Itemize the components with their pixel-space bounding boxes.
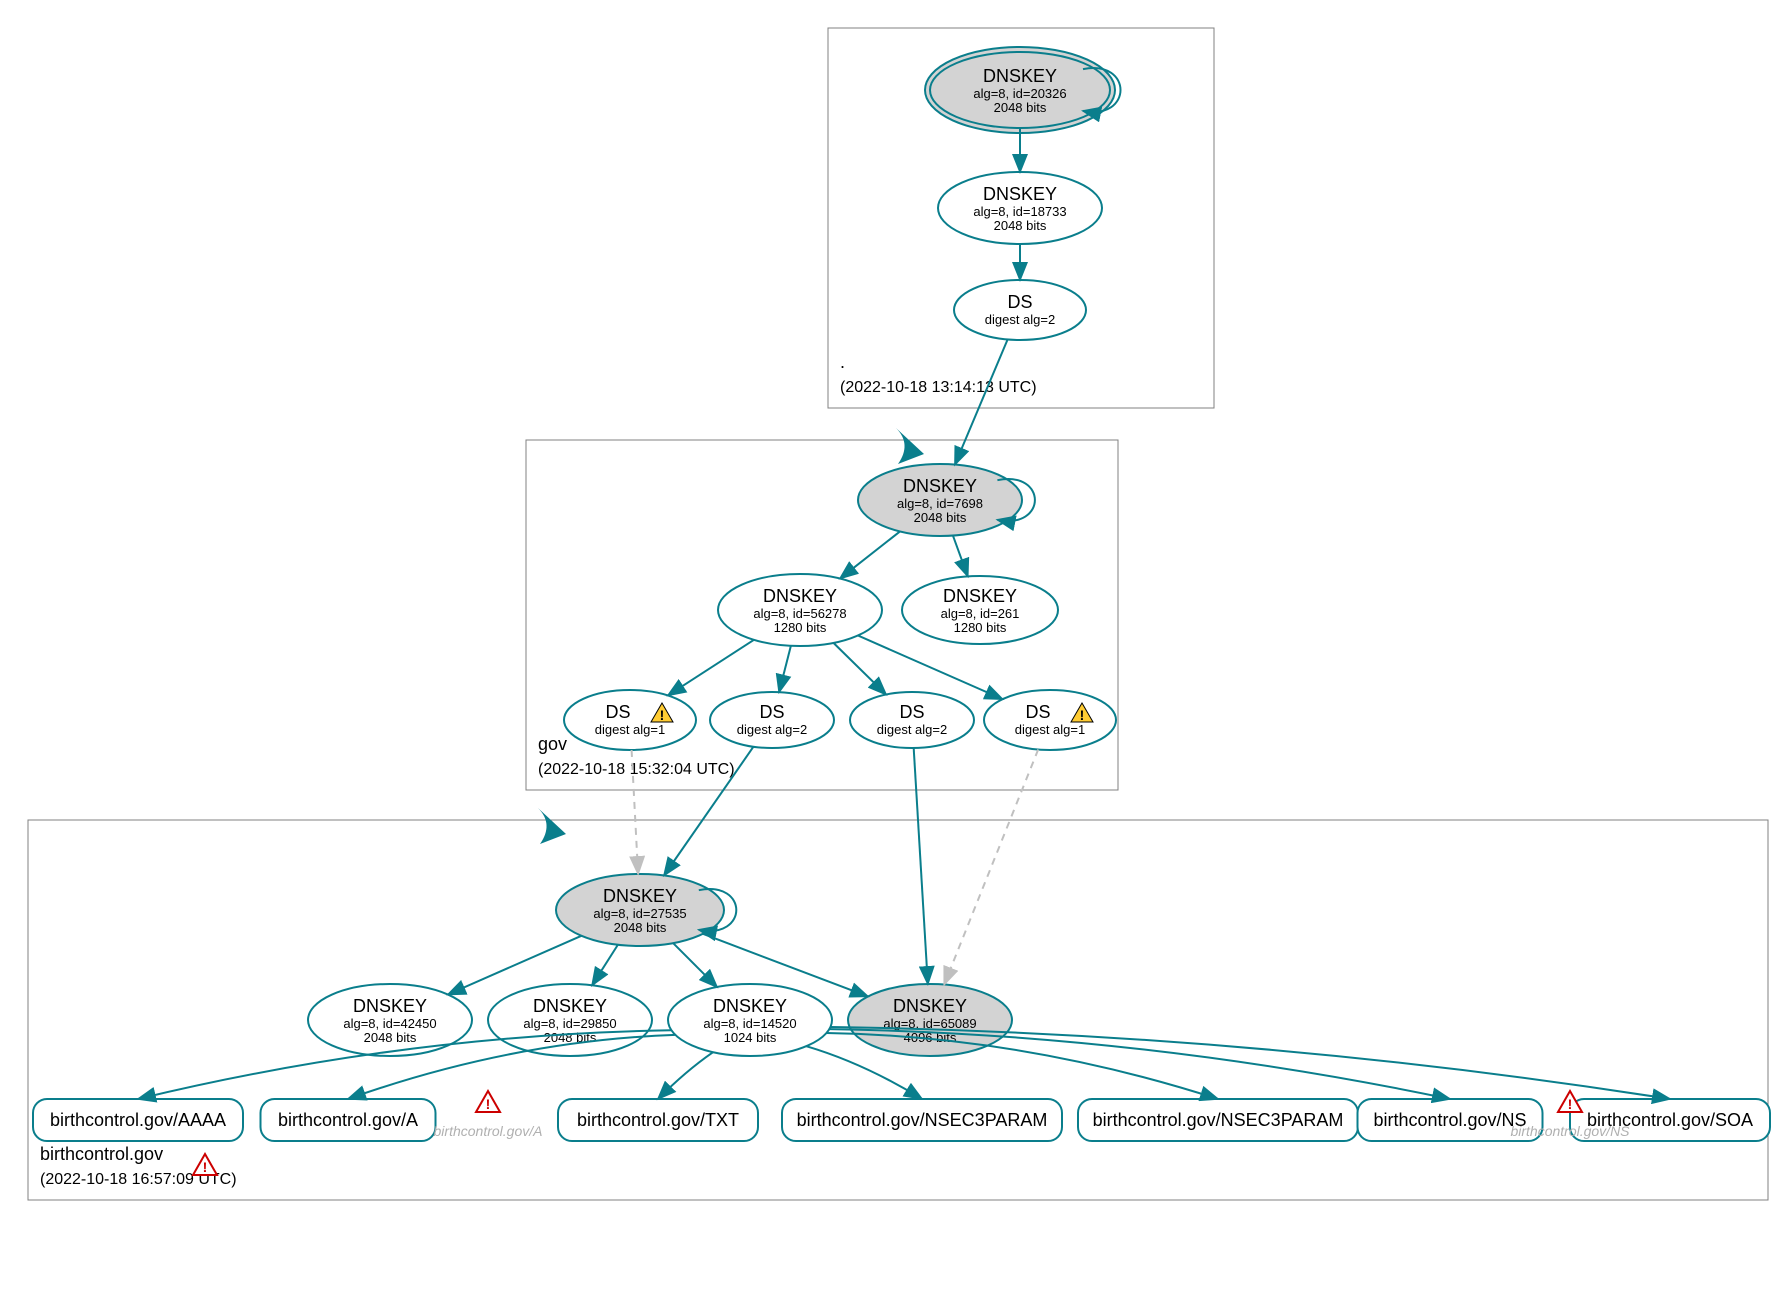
- svg-text:!: !: [1568, 1096, 1573, 1112]
- node-bc_k2: DNSKEYalg=8, id=298502048 bits: [488, 984, 652, 1056]
- node-gov_ds3: DSdigest alg=2: [850, 692, 974, 748]
- edge: [944, 750, 1038, 985]
- svg-text:alg=8, id=7698: alg=8, id=7698: [897, 496, 983, 511]
- svg-text:1280 bits: 1280 bits: [954, 620, 1007, 635]
- svg-text:digest alg=1: digest alg=1: [1015, 722, 1085, 737]
- node-gov_zsk2: DNSKEYalg=8, id=2611280 bits: [902, 576, 1058, 644]
- svg-text:2048 bits: 2048 bits: [364, 1030, 417, 1045]
- svg-text:birthcontrol.gov/NS: birthcontrol.gov/NS: [1510, 1123, 1630, 1139]
- svg-text:birthcontrol.gov/AAAA: birthcontrol.gov/AAAA: [50, 1110, 226, 1130]
- dnssec-graph: . (2022-10-18 13:14:13 UTC) gov (2022-10-18…: [10, 10, 1781, 1293]
- rrset-rr_txt: birthcontrol.gov/TXT: [558, 1099, 758, 1141]
- svg-text:birthcontrol.gov/NSEC3PARAM: birthcontrol.gov/NSEC3PARAM: [1093, 1110, 1344, 1130]
- svg-text:alg=8, id=27535: alg=8, id=27535: [593, 906, 686, 921]
- rrset-rr_a: birthcontrol.gov/A: [261, 1099, 436, 1141]
- edge: [833, 643, 886, 695]
- svg-text:alg=8, id=20326: alg=8, id=20326: [973, 86, 1066, 101]
- error-icon: !: [476, 1091, 500, 1112]
- rrset-rr_n3p1: birthcontrol.gov/NSEC3PARAM: [782, 1099, 1062, 1141]
- edge: [840, 531, 900, 578]
- svg-text:DS: DS: [759, 702, 784, 722]
- svg-text:birthcontrol.gov/TXT: birthcontrol.gov/TXT: [577, 1110, 739, 1130]
- svg-text:2048 bits: 2048 bits: [914, 510, 967, 525]
- svg-text:!: !: [660, 707, 665, 723]
- error-icon: !: [193, 1154, 217, 1175]
- svg-text:DS: DS: [1025, 702, 1050, 722]
- svg-text:DNSKEY: DNSKEY: [533, 996, 607, 1016]
- svg-text:DNSKEY: DNSKEY: [983, 66, 1057, 86]
- svg-text:birthcontrol.gov/NS: birthcontrol.gov/NS: [1373, 1110, 1526, 1130]
- svg-text:2048 bits: 2048 bits: [994, 100, 1047, 115]
- svg-text:alg=8, id=261: alg=8, id=261: [941, 606, 1020, 621]
- node-gov_zsk1: DNSKEYalg=8, id=562781280 bits: [718, 574, 882, 646]
- svg-text:DNSKEY: DNSKEY: [983, 184, 1057, 204]
- svg-text:!: !: [486, 1096, 491, 1112]
- svg-text:alg=8, id=42450: alg=8, id=42450: [343, 1016, 436, 1031]
- rrset-rr_aaaa: birthcontrol.gov/AAAA: [33, 1099, 243, 1141]
- zone-transition-arrow: [896, 428, 924, 464]
- node-gov_ds1: DSdigest alg=1: [564, 690, 696, 750]
- edge: [779, 646, 791, 692]
- svg-text:digest alg=1: digest alg=1: [595, 722, 665, 737]
- svg-text:digest alg=2: digest alg=2: [877, 722, 947, 737]
- node-bc_ksk: DNSKEYalg=8, id=275352048 bits: [556, 874, 724, 946]
- svg-text:DNSKEY: DNSKEY: [763, 586, 837, 606]
- edge: [673, 943, 717, 987]
- svg-text:DNSKEY: DNSKEY: [603, 886, 677, 906]
- svg-text:birthcontrol.gov/NSEC3PARAM: birthcontrol.gov/NSEC3PARAM: [797, 1110, 1048, 1130]
- svg-text:DS: DS: [605, 702, 630, 722]
- edge: [955, 339, 1008, 464]
- svg-text:alg=8, id=29850: alg=8, id=29850: [523, 1016, 616, 1031]
- zone-ts-gov: (2022-10-18 15:32:04 UTC): [538, 761, 735, 778]
- svg-text:DNSKEY: DNSKEY: [893, 996, 967, 1016]
- rrset-rr_n3p2: birthcontrol.gov/NSEC3PARAM: [1078, 1099, 1358, 1141]
- node-gov_ds4: DSdigest alg=1: [984, 690, 1116, 750]
- svg-text:birthcontrol.gov/A: birthcontrol.gov/A: [434, 1123, 543, 1139]
- svg-text:DNSKEY: DNSKEY: [713, 996, 787, 1016]
- svg-text:DNSKEY: DNSKEY: [943, 586, 1017, 606]
- zone-transition-arrow: [538, 808, 566, 844]
- zone-name-gov: gov: [538, 734, 567, 754]
- edge-rrset: [658, 1052, 713, 1099]
- node-gov_ksk: DNSKEYalg=8, id=76982048 bits: [858, 464, 1022, 536]
- node-root_ksk: DNSKEYalg=8, id=203262048 bits: [925, 47, 1115, 133]
- svg-text:!: !: [1080, 707, 1085, 723]
- svg-text:DS: DS: [1007, 292, 1032, 312]
- edge: [668, 640, 754, 696]
- node-root_zsk: DNSKEYalg=8, id=187332048 bits: [938, 172, 1102, 244]
- svg-text:DNSKEY: DNSKEY: [903, 476, 977, 496]
- svg-text:!: !: [203, 1159, 208, 1175]
- svg-text:DNSKEY: DNSKEY: [353, 996, 427, 1016]
- svg-text:digest alg=2: digest alg=2: [985, 312, 1055, 327]
- edge: [592, 945, 618, 986]
- zone-name-root: .: [840, 352, 845, 372]
- svg-text:birthcontrol.gov/A: birthcontrol.gov/A: [278, 1110, 418, 1130]
- svg-text:alg=8, id=18733: alg=8, id=18733: [973, 204, 1066, 219]
- svg-text:alg=8, id=14520: alg=8, id=14520: [703, 1016, 796, 1031]
- svg-text:1024 bits: 1024 bits: [724, 1030, 777, 1045]
- svg-text:1280 bits: 1280 bits: [774, 620, 827, 635]
- edge: [953, 536, 968, 577]
- node-bc_k3: DNSKEYalg=8, id=145201024 bits: [668, 984, 832, 1056]
- zone-name-bc: birthcontrol.gov: [40, 1144, 163, 1164]
- node-gov_ds2: DSdigest alg=2: [710, 692, 834, 748]
- svg-text:2048 bits: 2048 bits: [994, 218, 1047, 233]
- svg-text:alg=8, id=56278: alg=8, id=56278: [753, 606, 846, 621]
- svg-text:digest alg=2: digest alg=2: [737, 722, 807, 737]
- zone-ts-root: (2022-10-18 13:14:13 UTC): [840, 379, 1037, 396]
- edge: [914, 748, 928, 984]
- svg-text:2048 bits: 2048 bits: [614, 920, 667, 935]
- node-root_ds: DSdigest alg=2: [954, 280, 1086, 340]
- svg-text:DS: DS: [899, 702, 924, 722]
